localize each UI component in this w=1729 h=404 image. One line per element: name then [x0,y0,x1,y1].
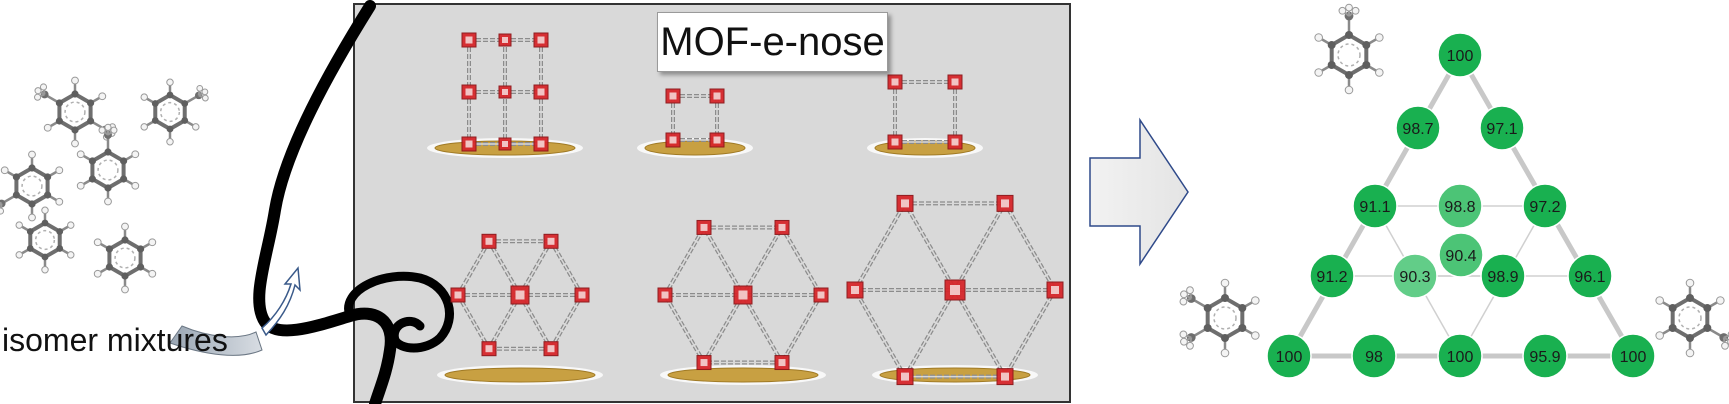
triangle-node-value: 100 [1447,349,1474,366]
mof-structure-1 [427,32,583,158]
triangle-node-value: 100 [1620,349,1647,366]
mof-e-nose-title: MOF-e-nose [657,12,888,72]
triangle-node-value: 98.7 [1402,121,1433,138]
triangle-node-l1: 98.7 [1395,105,1441,151]
triangle-node-value: 97.1 [1486,121,1517,138]
isomer-molecules-group [0,76,209,294]
triangle-node-value: 96.1 [1574,269,1605,286]
mof-structure-2 [637,88,753,158]
triangle-node-value: 91.1 [1359,199,1390,216]
triangle-node-c2: 98.8 [1437,183,1483,229]
triangle-node-r3: 96.1 [1567,253,1613,299]
triangle-node-value: 100 [1276,349,1303,366]
isomer-molecule-3 [0,150,64,222]
triangle-molecules-group [1179,3,1729,358]
triangle-node-l2: 91.1 [1352,183,1398,229]
triangle-node-apex: 100 [1437,32,1483,78]
triangle-node-m4: 98.9 [1480,253,1526,299]
mof-structure-6 [846,194,1064,386]
triangle-node-b3: 100 [1437,333,1483,379]
triangle-node-value: 90.4 [1445,248,1476,265]
triangle-node-value: 91.2 [1316,269,1347,286]
mof-structure-3 [867,74,983,158]
mof-structure-4 [437,233,603,385]
inhale-swoosh [169,325,263,356]
triangle-node-value: 98.8 [1444,199,1475,216]
isomer-molecule-6 [93,222,157,294]
triangle-node-b5: 100 [1610,333,1656,379]
triangle-node-m3: 90.3 [1392,253,1438,299]
triangle-node-b1: 100 [1266,333,1312,379]
mof-structures-group [427,32,1064,386]
triangle-node-value: 100 [1447,48,1474,65]
triangle-molecule-left [1179,278,1260,358]
triangle-molecule-top [1314,3,1384,95]
mof-structure-5 [657,219,829,385]
selectivity-triangle: 100 98.7 97.1 91.1 98.8 97.2 90.4 91.2 90.3 98.9 9… [1266,32,1656,379]
isomer-molecule-2 [140,78,209,146]
triangle-node-l3: 91.2 [1309,253,1355,299]
triangle-node-value: 97.2 [1529,199,1560,216]
isomer-molecule-5 [15,206,75,274]
triangle-node-r1: 97.1 [1479,105,1525,151]
isomer-molecule-1 [34,76,116,148]
nostril-outline [344,271,454,353]
triangle-molecule-right [1655,278,1729,358]
triangle-node-value: 98 [1365,349,1383,366]
triangle-node-value: 90.3 [1399,269,1430,286]
triangle-node-value: 95.9 [1529,349,1560,366]
nose-outline [253,0,397,404]
triangle-node-b4: 95.9 [1522,333,1568,379]
triangle-node-b2: 98 [1351,333,1397,379]
triangle-node-r2: 97.2 [1522,183,1568,229]
inhale-arrow [261,266,301,337]
triangle-node-value: 98.9 [1487,269,1518,286]
triangle-node-c3: 90.4 [1438,232,1484,278]
isomer-mixtures-label: isomer mixtures [2,322,228,358]
isomer-molecule-4 [76,123,140,206]
process-arrow [1089,117,1189,267]
